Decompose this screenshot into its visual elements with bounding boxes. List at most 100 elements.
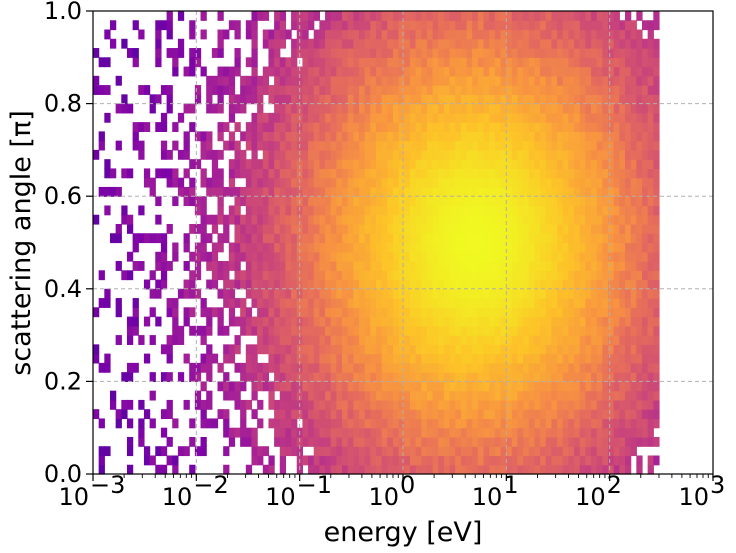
heatmap-cell xyxy=(325,251,332,262)
heatmap-cell xyxy=(443,94,451,105)
heatmap-cell xyxy=(579,57,586,68)
heatmap-cell xyxy=(245,75,253,86)
heatmap-cell xyxy=(466,242,473,253)
heatmap-cell xyxy=(608,409,615,420)
heatmap-cell xyxy=(562,177,570,188)
heatmap-cell xyxy=(426,436,434,447)
heatmap-cell xyxy=(274,205,281,216)
heatmap-cell xyxy=(409,103,417,114)
heatmap-cell xyxy=(257,94,264,105)
heatmap-cell xyxy=(483,279,490,290)
heatmap-cell xyxy=(443,325,451,336)
heatmap-cell xyxy=(319,223,326,234)
heatmap-cell xyxy=(494,409,502,420)
heatmap-cell xyxy=(285,186,292,197)
heatmap-cell xyxy=(104,362,111,373)
heatmap-cell xyxy=(483,436,490,447)
heatmap-cell xyxy=(155,316,162,327)
heatmap-cell xyxy=(387,233,394,244)
heatmap-cell xyxy=(472,270,479,281)
heatmap-cell xyxy=(483,399,490,410)
heatmap-cell xyxy=(466,390,473,401)
heatmap-cell xyxy=(415,298,422,308)
heatmap-cell xyxy=(251,251,258,262)
heatmap-cell xyxy=(381,436,388,447)
heatmap-cell xyxy=(336,390,343,401)
heatmap-cell xyxy=(319,75,326,86)
heatmap-cell xyxy=(93,75,100,86)
heatmap-cell xyxy=(545,436,553,447)
heatmap-cell xyxy=(585,38,592,49)
heatmap-cell xyxy=(172,418,179,429)
heatmap-cell xyxy=(528,122,536,132)
heatmap-cell xyxy=(279,196,287,207)
heatmap-cell xyxy=(319,233,326,244)
heatmap-cell xyxy=(466,409,473,420)
heatmap-cell xyxy=(574,233,581,244)
heatmap-cell xyxy=(613,85,620,95)
heatmap-cell xyxy=(166,409,173,420)
heatmap-cell xyxy=(613,446,620,457)
heatmap-cell xyxy=(494,122,502,132)
heatmap-cell xyxy=(381,85,388,95)
heatmap-cell xyxy=(319,38,326,49)
heatmap-cell xyxy=(528,279,536,290)
heatmap-cell xyxy=(602,436,609,447)
heatmap-cell xyxy=(336,455,343,466)
heatmap-cell xyxy=(421,251,428,262)
heatmap-cell xyxy=(359,446,366,457)
heatmap-cell xyxy=(460,159,468,170)
heatmap-cell xyxy=(211,270,219,281)
heatmap-cell xyxy=(619,390,626,401)
heatmap-cell xyxy=(93,409,100,420)
heatmap-cell xyxy=(494,38,502,49)
heatmap-cell xyxy=(477,455,485,466)
heatmap-cell xyxy=(279,112,287,123)
heatmap-cell xyxy=(477,335,485,345)
x-tick-label: 10 −1 xyxy=(265,471,332,511)
heatmap-cell xyxy=(585,316,592,327)
heatmap-cell xyxy=(443,11,451,21)
heatmap-cell xyxy=(330,464,337,475)
heatmap-cell xyxy=(325,399,332,410)
heatmap-cell xyxy=(353,196,360,207)
heatmap-cell xyxy=(517,149,524,160)
heatmap-cell xyxy=(596,140,603,151)
heatmap-cell xyxy=(596,159,603,170)
heatmap-cell xyxy=(194,48,202,58)
heatmap-cell xyxy=(540,75,547,86)
heatmap-cell xyxy=(172,464,179,475)
heatmap-cell xyxy=(375,168,383,179)
heatmap-cell xyxy=(591,409,598,420)
heatmap-cell xyxy=(387,205,394,216)
heatmap-cell xyxy=(262,464,270,475)
heatmap-cell xyxy=(308,390,315,401)
heatmap-cell xyxy=(370,279,377,290)
heatmap-cell xyxy=(653,390,660,401)
heatmap-cell xyxy=(602,446,609,457)
heatmap-cell xyxy=(132,122,139,132)
heatmap-cell xyxy=(234,242,241,253)
heatmap-cell xyxy=(625,353,632,364)
heatmap-cell xyxy=(398,75,405,86)
heatmap-cell xyxy=(489,381,496,392)
heatmap-cell xyxy=(426,223,434,234)
heatmap-cell xyxy=(166,94,173,105)
heatmap-cell xyxy=(291,307,298,318)
heatmap-cell xyxy=(274,196,281,207)
heatmap-cell xyxy=(545,177,553,188)
heatmap-cell xyxy=(483,353,490,364)
heatmap-cell xyxy=(534,362,541,373)
heatmap-cell xyxy=(132,261,139,271)
heatmap-cell xyxy=(353,75,360,86)
heatmap-cell xyxy=(557,298,564,308)
heatmap-cell xyxy=(472,372,479,382)
heatmap-cell xyxy=(398,409,405,420)
heatmap-cell xyxy=(483,446,490,457)
heatmap-cell xyxy=(449,362,456,373)
heatmap-cell xyxy=(98,455,105,466)
heatmap-cell xyxy=(319,242,326,253)
heatmap-cell xyxy=(551,372,558,382)
heatmap-cell xyxy=(540,418,547,429)
